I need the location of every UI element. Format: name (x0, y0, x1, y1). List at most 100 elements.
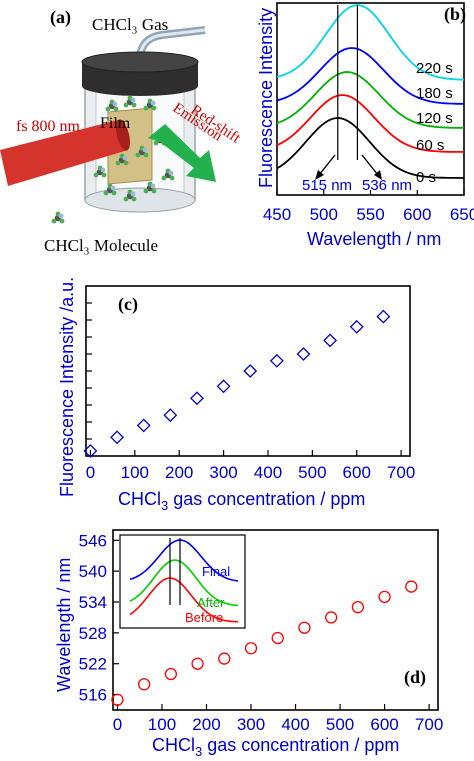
molecule-atom (131, 102, 137, 108)
d-data-point (111, 693, 124, 706)
container-lid-rim (82, 76, 198, 96)
d-data-point (325, 611, 338, 624)
molecule-atom (110, 185, 116, 191)
arrow-515 (318, 154, 336, 176)
molecule-atom (169, 175, 175, 181)
panel-b-xlabel: Wavelength / nm (307, 229, 441, 249)
c-data-point (296, 347, 311, 361)
inset-curve-0 (129, 577, 239, 623)
d-ytick-label: 516 (79, 686, 107, 705)
d-xtick-label: 100 (148, 715, 176, 734)
annotation-536: 536 nm (362, 177, 412, 194)
b-xtick-label: 600 (403, 205, 431, 224)
molecule-atom (123, 196, 129, 202)
inset-label-before: Before (185, 610, 223, 625)
c-data-point (243, 364, 258, 378)
series-label: 60 s (416, 137, 444, 154)
inset-frame (119, 534, 246, 629)
panel-d: 516 522 528 534 540 546 0 100 200 300 400 500 600 70… (54, 529, 443, 759)
c-data-point (163, 408, 178, 423)
molecule-atom (151, 105, 157, 111)
spectrum-120s (276, 71, 464, 129)
c-data-point (269, 353, 284, 368)
inset-label-after: After (197, 595, 225, 610)
c-xtick-label: 600 (343, 463, 371, 482)
panel-b-series-labels: 0 s 60 s 120 s 180 s 220 s (416, 60, 453, 186)
annotation-515: 515 nm (302, 177, 352, 194)
panel-d-label: (d) (404, 667, 426, 688)
c-xtick-label: 300 (209, 463, 237, 482)
d-data-point (271, 631, 284, 645)
spectrum-60s (276, 94, 465, 153)
panel-c-points (83, 309, 391, 458)
panel-d-xlabel: CHCl3 gas concentration / ppm (152, 735, 399, 759)
laser-beam (0, 120, 128, 186)
panel-d-frame (112, 529, 439, 711)
c-xtick-label: 500 (298, 463, 326, 482)
series-label: 120 s (416, 110, 453, 127)
emission-arrow (148, 124, 216, 182)
molecule-atom (143, 105, 149, 111)
panel-b-curves (276, 4, 465, 179)
molecule-atom (115, 160, 121, 166)
panel-d-points (111, 580, 418, 706)
d-data-point (191, 657, 204, 670)
molecule-atom (142, 147, 148, 153)
molecule-atom (58, 213, 64, 219)
b-xtick-label: 450 (263, 205, 291, 224)
c-data-point (136, 418, 151, 433)
c-data-point (323, 333, 338, 348)
inset-curves (129, 539, 239, 623)
molecule-atom (111, 190, 117, 196)
d-xtick-label: 400 (281, 715, 309, 734)
laser-label: fs 800 nm (16, 118, 81, 135)
d-xtick-label: 600 (370, 715, 398, 734)
d-data-point (405, 580, 418, 593)
molecule-atom (151, 188, 157, 194)
panel-c: 0 100 200 300 400 500 600 700 (c) Fluorescence … (57, 277, 415, 513)
spectrum-180s (276, 47, 465, 105)
molecule-atom (123, 102, 129, 108)
molecule-atom (105, 106, 111, 112)
inset-curve-2 (129, 539, 239, 582)
c-xtick-label: 200 (165, 463, 193, 482)
molecule-atom (113, 106, 119, 112)
arrowhead-536 (374, 170, 382, 180)
molecule-atom (112, 101, 118, 107)
panel-d-ylabel: Wavelength / nm (54, 558, 74, 692)
d-ytick-label: 522 (79, 655, 107, 674)
c-xtick-label: 400 (254, 463, 282, 482)
d-xtick-label: 200 (192, 715, 220, 734)
panel-a: (a) fs 800 nm Film Emission Red-shift CH… (0, 7, 244, 255)
panel-a-label: (a) (50, 7, 71, 28)
film-label: Film (100, 115, 131, 132)
container-lid-top (81, 51, 199, 73)
molecule-atom (150, 183, 156, 189)
molecule-legend-icon (51, 211, 65, 224)
molecule-atom (150, 100, 156, 106)
c-data-point (376, 309, 391, 324)
b-xtick-label: 650 (450, 205, 474, 224)
panel-b-ylabel: Fluorescence Intensity (256, 8, 276, 188)
d-xtick-label: 500 (326, 715, 354, 734)
d-data-point (298, 621, 311, 634)
d-data-point (244, 642, 258, 655)
molecule-atom (130, 97, 136, 103)
panel-c-label: (c) (118, 294, 138, 315)
c-xtick-label: 0 (86, 463, 95, 482)
panel-c-xlabel: CHCl3 gas concentration / ppm (118, 489, 365, 513)
panel-b-label: (b) (444, 4, 466, 25)
panel-c-yticks (86, 302, 92, 457)
series-label: 220 s (416, 60, 453, 77)
d-data-point (138, 678, 151, 691)
molecule-atom (161, 175, 167, 181)
d-xtick-label: 300 (237, 715, 265, 734)
panel-c-xticks: 0 100 200 300 400 500 600 700 (86, 450, 415, 482)
panel-b: 450 500 550 600 650 0 s 60 s 120 s 180 s 220 s 5… (256, 2, 474, 249)
molecule-atom (103, 190, 109, 196)
c-data-point (110, 430, 124, 445)
arrow-536 (361, 154, 379, 176)
panel-b-xticks: 450 500 550 600 650 (263, 190, 474, 224)
d-data-point (218, 652, 231, 665)
container-bottom (84, 187, 196, 213)
